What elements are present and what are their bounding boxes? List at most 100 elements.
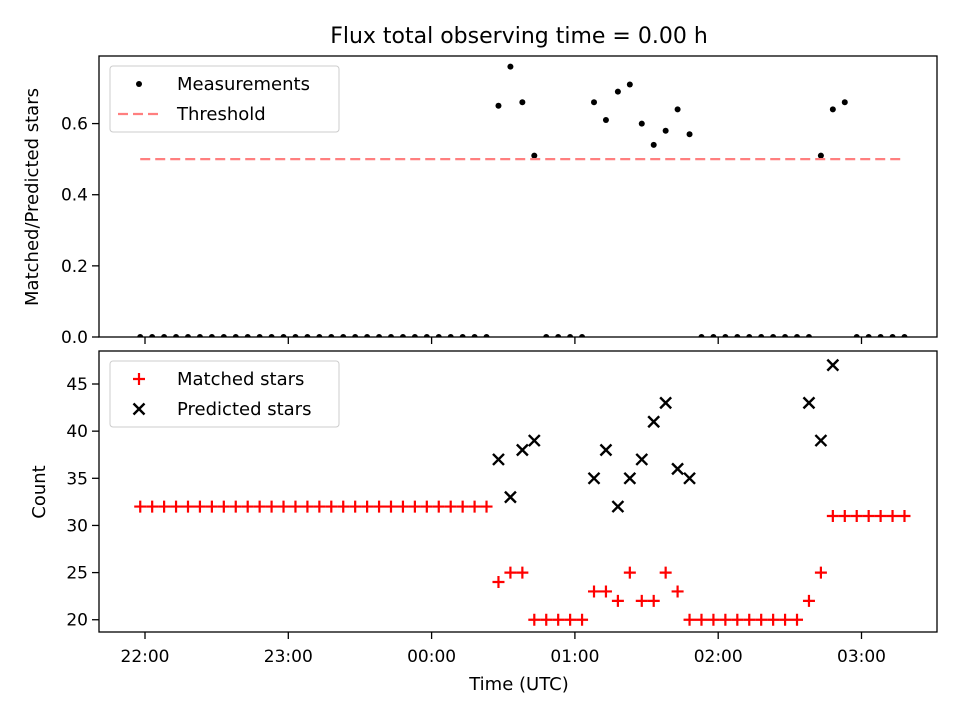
measurement-point: [256, 334, 263, 337]
matched-stars-point: [862, 510, 875, 523]
matched-stars-point: [779, 613, 792, 626]
matched-stars-point: [313, 500, 326, 513]
matched-stars-point: [850, 510, 863, 523]
legend-matched-handle: [133, 373, 145, 385]
plot-area: [134, 358, 911, 626]
matched-stars-point: [325, 500, 338, 513]
matched-stars-point: [277, 500, 290, 513]
y-tick-label: 0.4: [61, 186, 88, 206]
predicted-stars-point: [671, 462, 684, 476]
matched-stars-point: [301, 500, 314, 513]
x-tick-label: 00:00: [407, 647, 456, 667]
matched-stars-point: [444, 500, 457, 513]
legend-box: [109, 65, 340, 133]
matched-stars-point: [564, 613, 577, 626]
matched-stars-point: [791, 613, 804, 626]
matched-stars-point: [373, 500, 386, 513]
matched-stars-point: [743, 613, 756, 626]
measurement-point: [734, 334, 741, 337]
measurement-point: [304, 334, 311, 337]
predicted-stars-point: [492, 453, 505, 466]
matched-stars-point: [289, 500, 302, 513]
matched-stars-point: [588, 585, 601, 598]
legend-label: Predicted stars: [177, 399, 311, 420]
axes-frame: [98, 55, 938, 338]
y-tick-label: 40: [66, 422, 88, 442]
matched-stars-point: [265, 500, 278, 513]
legend-predicted-handle: [132, 402, 146, 416]
measurement-point: [853, 334, 860, 337]
measurement-point: [220, 334, 227, 337]
measurement-point: [244, 334, 251, 337]
predicted-stars-point: [611, 500, 625, 513]
matched-stars-point: [576, 613, 589, 626]
matched-stars-point: [635, 594, 648, 607]
y-tick-label: 20: [66, 611, 88, 631]
measurement-point: [614, 88, 621, 95]
measurement-point: [280, 334, 287, 337]
measurement-point: [328, 334, 335, 337]
measurement-point: [901, 334, 908, 337]
measurement-point: [376, 334, 383, 337]
matched-stars-point: [707, 613, 720, 626]
predicted-stars-point: [635, 453, 649, 466]
matched-stars-point: [838, 510, 851, 523]
legend-label: Measurements: [177, 74, 310, 95]
x-tick-label: 22:00: [121, 647, 170, 667]
measurement-point: [698, 334, 705, 337]
predicted-stars-point: [659, 396, 673, 410]
legend: Matched stars Predicted stars: [109, 360, 340, 428]
measurement-point: [507, 63, 514, 70]
y-tick-label: 0.6: [61, 115, 88, 135]
measurement-point: [364, 334, 371, 337]
plot-area: [137, 63, 908, 337]
measurement-point: [865, 334, 872, 337]
measurement-point: [626, 81, 633, 88]
measurement-point: [435, 334, 442, 337]
matched-stars-point: [767, 613, 780, 626]
y-tick-label: 35: [66, 469, 88, 489]
measurement-point: [459, 334, 466, 337]
measurement-point: [399, 334, 406, 337]
measurement-point: [184, 334, 191, 337]
y-tick-label: 0.2: [61, 257, 88, 277]
matched-stars-point: [492, 576, 505, 589]
matched-stars-point: [599, 585, 612, 598]
matched-stars-point: [217, 500, 230, 513]
measurement-point: [722, 334, 729, 337]
measurement-point: [196, 334, 203, 337]
y-tick-label: 45: [66, 375, 88, 395]
matched-stars-point: [647, 594, 660, 607]
bottom-y-axis-label: Count: [29, 465, 50, 518]
measurement-point: [770, 334, 777, 337]
predicted-stars-point: [587, 471, 601, 485]
measurement-point: [173, 334, 180, 337]
matched-stars-point: [683, 613, 696, 626]
measurement-point: [579, 334, 586, 337]
measurement-point: [758, 334, 765, 337]
x-tick-label: 02:00: [694, 647, 743, 667]
measurement-point: [531, 152, 538, 159]
matched-stars-point: [540, 613, 553, 626]
axes-frame: [98, 350, 938, 633]
measurement-point: [352, 334, 359, 337]
measurement-point: [340, 334, 347, 337]
measurement-point: [805, 334, 812, 337]
bottom-panel: 20 25 30 35 40 45 22:00 23:00 00:00 01:00 02:00 03:…: [66, 350, 938, 667]
matched-stars-point: [528, 613, 541, 626]
measurement-point: [674, 106, 681, 113]
matched-stars-point: [802, 594, 815, 607]
matched-stars-point: [659, 566, 672, 579]
matched-stars-point: [755, 613, 768, 626]
measurement-point: [877, 334, 884, 337]
matched-stars-point: [898, 510, 911, 523]
measurement-point: [292, 334, 299, 337]
matched-stars-point: [253, 500, 266, 513]
matched-stars-point: [552, 613, 565, 626]
legend-label: Threshold: [176, 104, 266, 125]
measurement-point: [555, 334, 562, 337]
measurement-point: [782, 334, 789, 337]
matched-stars-point: [134, 500, 147, 513]
matched-stars-point: [456, 500, 469, 513]
